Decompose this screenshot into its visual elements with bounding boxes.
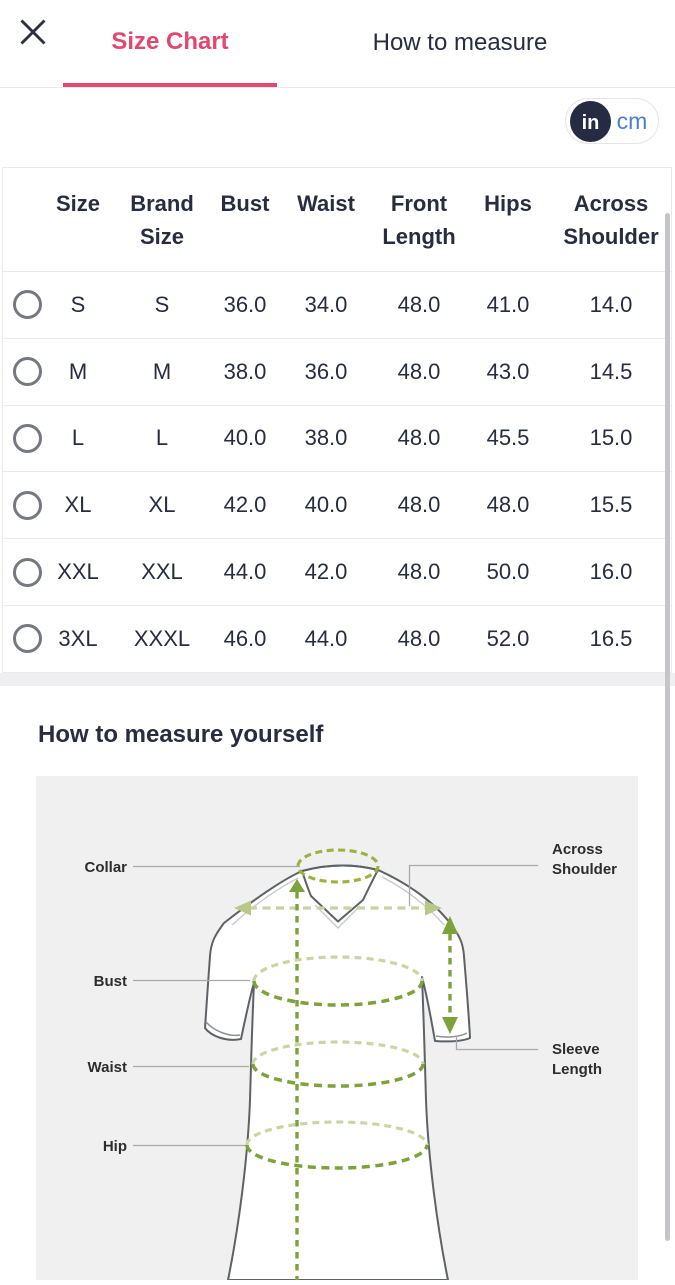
svg-text:Hip: Hip	[103, 1138, 127, 1155]
svg-text:Waist: Waist	[88, 1059, 127, 1076]
svg-text:Collar: Collar	[84, 859, 127, 876]
svg-text:Across: Across	[552, 841, 603, 858]
svg-text:Sleeve: Sleeve	[552, 1041, 600, 1058]
svg-text:Length: Length	[552, 1061, 602, 1078]
svg-text:Shoulder: Shoulder	[552, 861, 617, 878]
svg-text:in: in	[582, 112, 600, 134]
svg-text:Bust: Bust	[94, 973, 127, 990]
